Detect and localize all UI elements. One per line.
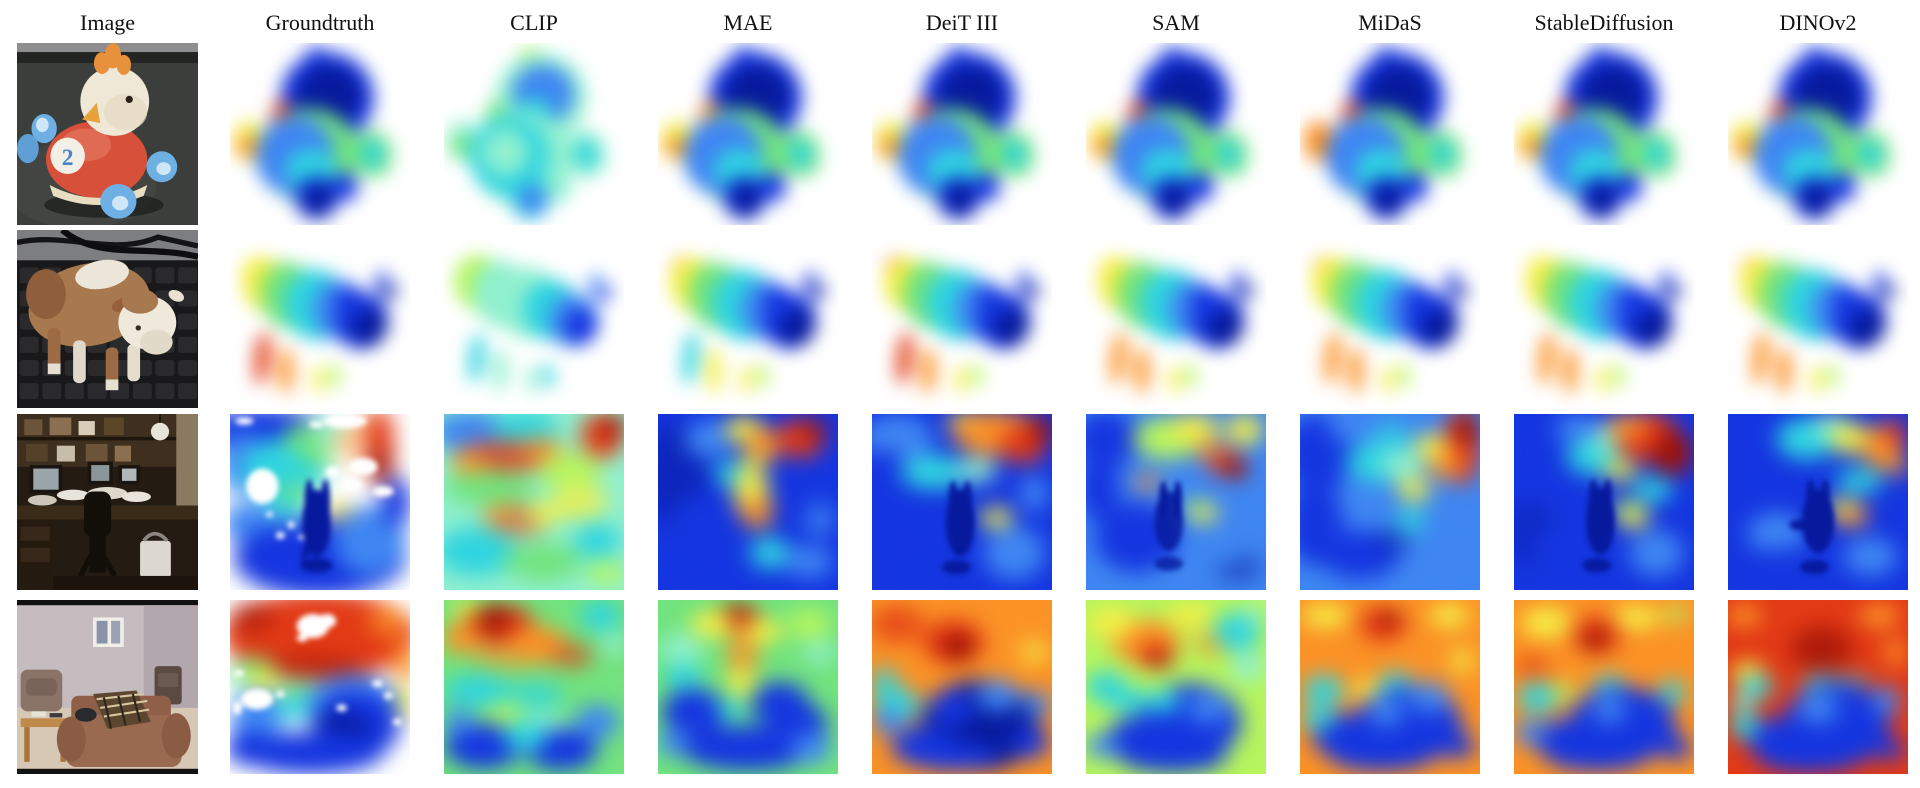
column-header-midas: MiDaS	[1358, 10, 1422, 35]
depth-map-toy-bird-mae	[658, 43, 838, 225]
depth-map-office-midas	[1300, 414, 1480, 590]
depth-map-toy-cow-dinov2	[1728, 230, 1908, 408]
photo-living-room	[17, 600, 198, 774]
depth-map-toy-cow-stablediffusion	[1514, 230, 1694, 408]
depth-map-toy-bird-sam	[1086, 43, 1266, 225]
depth-map-living-room-clip	[444, 600, 624, 774]
depth-map-toy-bird-deit-iii	[872, 43, 1052, 225]
depth-map-office-stablediffusion	[1514, 414, 1694, 590]
column-header-stablediffusion: StableDiffusion	[1534, 10, 1674, 35]
depth-map-office-mae	[658, 414, 838, 590]
depth-map-office-groundtruth	[230, 414, 410, 590]
photo-toy-bird: 2	[17, 43, 198, 225]
depth-map-living-room-sam	[1086, 600, 1266, 774]
depth-map-office-deit-iii	[872, 414, 1052, 590]
column-header-mae: MAE	[723, 10, 773, 35]
depth-map-toy-bird-groundtruth	[230, 43, 410, 225]
column-header-dinov2: DINOv2	[1779, 10, 1857, 35]
depth-map-toy-bird-clip	[444, 43, 624, 225]
depth-map-living-room-midas	[1300, 600, 1480, 774]
depth-map-living-room-groundtruth	[230, 600, 410, 774]
depth-map-toy-bird-stablediffusion	[1514, 43, 1694, 225]
depth-map-living-room-dinov2	[1728, 600, 1908, 774]
photo-toy-cow	[17, 230, 198, 408]
depth-map-office-clip	[444, 414, 624, 590]
depth-map-toy-cow-deit-iii	[872, 230, 1052, 408]
photo-office	[17, 414, 198, 590]
toy-number-label: 2	[62, 145, 74, 171]
depth-map-living-room-stablediffusion	[1514, 600, 1694, 774]
depth-map-toy-cow-midas	[1300, 230, 1480, 408]
column-header-groundtruth: Groundtruth	[265, 10, 375, 35]
depth-map-toy-cow-clip	[444, 230, 624, 408]
column-header-image: Image	[80, 10, 135, 35]
depth-map-toy-cow-mae	[658, 230, 838, 408]
column-header-sam: SAM	[1152, 10, 1200, 35]
column-header-deit-iii: DeiT III	[925, 10, 999, 35]
column-header-clip: CLIP	[510, 10, 558, 35]
depth-map-toy-bird-midas	[1300, 43, 1480, 225]
depth-map-toy-cow-sam	[1086, 230, 1266, 408]
depth-map-office-dinov2	[1728, 414, 1908, 590]
depth-map-toy-cow-groundtruth	[230, 230, 410, 408]
depth-map-toy-bird-dinov2	[1728, 43, 1908, 225]
depth-map-living-room-deit-iii	[872, 600, 1052, 774]
depth-map-living-room-mae	[658, 600, 838, 774]
depth-map-office-sam	[1086, 414, 1266, 590]
